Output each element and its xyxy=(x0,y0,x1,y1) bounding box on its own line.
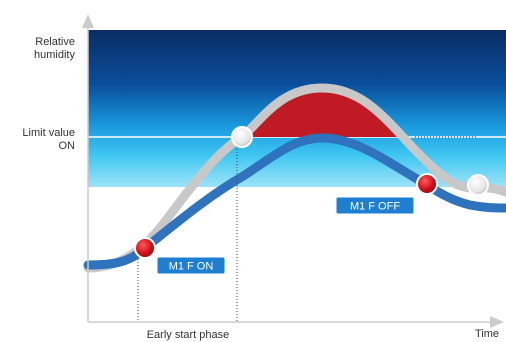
badge-off-label: M1 F OFF xyxy=(350,201,400,213)
y-axis-label-line2: humidity xyxy=(34,49,75,61)
marker-limit-icon xyxy=(231,126,253,148)
badge-on-label: M1 F ON xyxy=(169,261,214,273)
marker-end-icon xyxy=(467,174,489,196)
y-axis-label-line1: Relative xyxy=(35,36,75,48)
marker-on-icon xyxy=(134,237,156,259)
limit-label-line2: ON xyxy=(59,140,76,152)
marker-off-icon xyxy=(416,173,438,195)
y-axis-arrow-icon xyxy=(82,14,94,28)
badge-on: M1 F ON xyxy=(156,256,226,275)
phase-label: Early start phase xyxy=(147,329,230,341)
x-axis-label: Time xyxy=(475,328,499,340)
badge-off: M1 F OFF xyxy=(335,196,415,215)
x-axis-arrow-icon xyxy=(490,316,504,328)
limit-label-line1: Limit value xyxy=(22,127,75,139)
